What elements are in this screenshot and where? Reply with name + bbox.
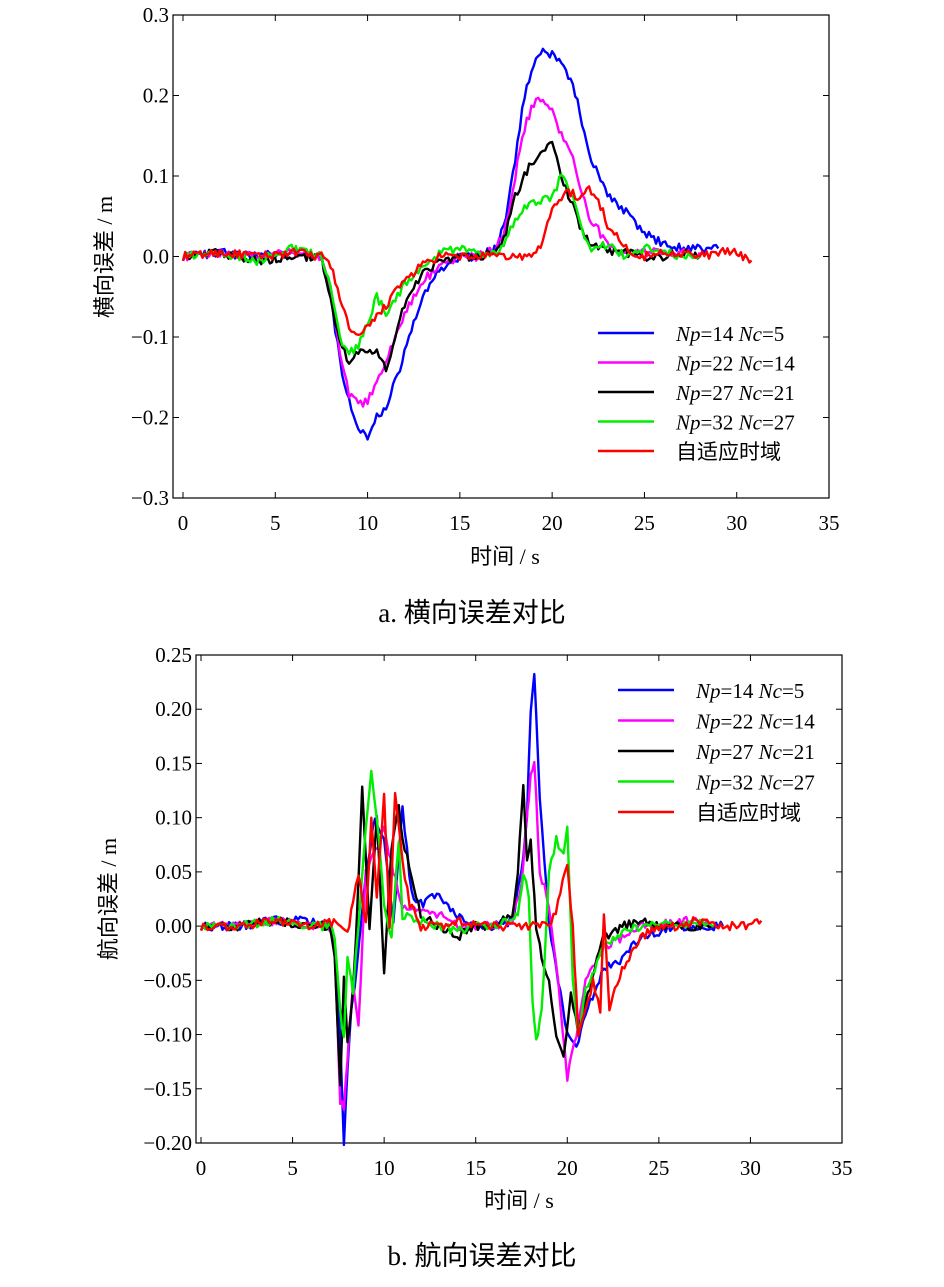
y-tick-label-b: 0.00 [155,914,192,938]
x-tick-label-b: 20 [557,1156,578,1180]
y-tick-label-a: −0.1 [131,325,169,349]
caption-b: b. 航向误差对比 [388,1241,577,1271]
series-line-a-0 [181,47,720,441]
x-tick-label-a: 25 [634,511,655,535]
legend-b: Np=14 Nc=5 Np=22 Nc=14 Np=27 Nc=21 Np=32 Nc… [618,679,815,825]
legend-label-a: Np=22 Nc=14 [675,352,795,376]
legend-label-a: Np=14 Nc=5 [675,322,784,346]
series-line-a-4 [181,185,753,337]
x-tick-label-a: 0 [178,511,189,535]
series-line-b-4 [199,791,763,1038]
legend-label-a: Np=27 Nc=21 [675,381,795,405]
y-tick-label-b: 0.10 [155,806,192,830]
x-tick-label-b: 10 [374,1156,395,1180]
series-group-b [199,672,763,1147]
plot-frame-b [195,654,843,1144]
chart-lateral-error: 0 5 10 15 20 25 30 35 −0.3 −0.2 −0.1 0.0 0.1 0.2 0.3 N… [92,3,840,628]
y-axis-label-b: 航向误差 / m [96,838,121,960]
y-tick-label-b: 0.25 [155,643,192,667]
legend-label-b: Np=22 Nc=14 [695,710,815,734]
x-tick-label-b: 35 [832,1156,853,1180]
legend-label-b: Np=27 Nc=21 [695,740,815,764]
series-line-b-1 [199,760,715,1111]
x-tick-label-b: 15 [465,1156,486,1180]
x-tick-label-a: 20 [542,511,563,535]
legend-label-b: Np=32 Nc=27 [695,771,815,795]
x-tick-label-a: 10 [357,511,378,535]
y-tick-label-b: 0.20 [155,697,192,721]
y-tick-label-b: −0.15 [143,1077,192,1101]
caption-a: a. 横向误差对比 [378,598,565,628]
y-tick-label-a: 0.1 [143,164,169,188]
series-line-b-2 [199,783,714,1087]
series-line-b-0 [199,672,725,1147]
series-group-a [181,47,753,441]
x-tick-label-a: 30 [726,511,747,535]
y-axis-label-a: 横向误差 / m [92,196,117,318]
x-tick-label-a: 5 [270,511,281,535]
x-tick-label-b: 0 [196,1156,207,1180]
y-tick-label-b: 0.15 [155,751,192,775]
y-tick-label-b: 0.05 [155,860,192,884]
y-tick-label-a: 0.3 [143,3,169,27]
x-tick-label-a: 35 [819,511,840,535]
x-axis-label-b: 时间 / s [484,1188,554,1213]
y-tick-label-a: 0.0 [143,245,169,269]
legend-label-a: Np=32 Nc=27 [675,411,795,435]
y-tick-label-b: −0.20 [143,1131,192,1155]
y-tick-label-a: 0.2 [143,84,169,108]
legend-a: Np=14 Nc=5 Np=22 Nc=14 Np=27 Nc=21 Np=32 Nc… [598,322,795,464]
y-tick-label-a: −0.2 [131,406,169,430]
y-tick-label-a: −0.3 [131,486,169,510]
axis-ticks-a: 0 5 10 15 20 25 30 35 −0.3 −0.2 −0.1 0.0 0.1 0.2 0.3 [131,3,840,535]
x-tick-label-b: 30 [740,1156,761,1180]
x-axis-label-a: 时间 / s [470,544,540,569]
x-tick-label-b: 25 [648,1156,669,1180]
y-tick-label-b: −0.10 [143,1023,192,1047]
y-tick-label-b: −0.05 [143,968,192,992]
legend-label-a: 自适应时域 [676,440,781,464]
legend-label-b: 自适应时域 [696,801,801,825]
x-tick-label-b: 5 [287,1156,298,1180]
chart-heading-error: 0 5 10 15 20 25 30 35 −0.20 −0.15 −0.10 −0.05 0.00 0.… [96,643,853,1271]
axis-ticks-b: 0 5 10 15 20 25 30 35 −0.20 −0.15 −0.10 −0.05 0.00 0.… [143,643,852,1180]
legend-label-b: Np=14 Nc=5 [695,679,804,703]
x-tick-label-a: 15 [449,511,470,535]
